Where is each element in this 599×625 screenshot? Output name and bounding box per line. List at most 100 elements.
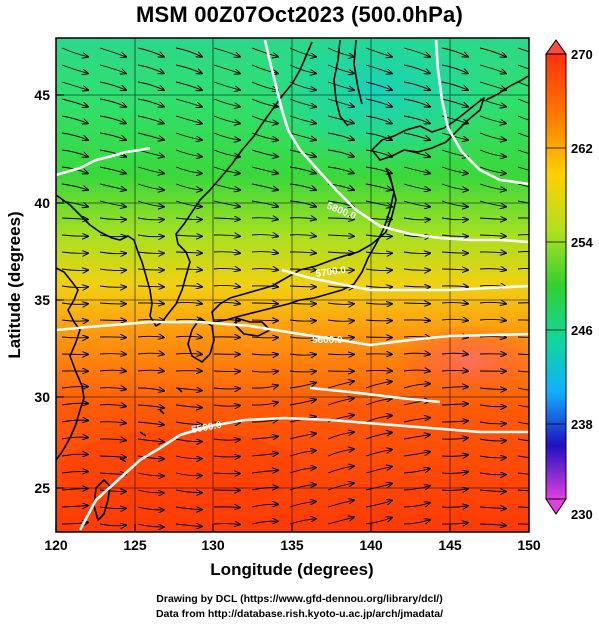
streamline bbox=[251, 183, 278, 190]
streamline bbox=[403, 370, 430, 371]
streamline bbox=[175, 200, 202, 207]
streamline bbox=[61, 252, 88, 253]
colorbar-max-triangle bbox=[545, 39, 567, 55]
streamline bbox=[99, 235, 126, 237]
colorbar-tick-label: 230 bbox=[571, 507, 593, 522]
streamline bbox=[365, 200, 392, 207]
y-tick-label: 45 bbox=[34, 87, 50, 103]
streamline bbox=[137, 336, 164, 337]
streamline bbox=[137, 81, 164, 90]
streamline bbox=[517, 166, 529, 171]
streamline bbox=[213, 285, 240, 286]
streamline bbox=[441, 438, 468, 439]
streamline bbox=[99, 200, 126, 207]
streamline bbox=[175, 166, 202, 173]
streamline bbox=[517, 251, 529, 253]
streamline bbox=[517, 234, 529, 236]
streamline bbox=[251, 371, 278, 372]
streamline bbox=[213, 183, 240, 190]
streamline bbox=[517, 421, 529, 425]
streamline bbox=[517, 489, 529, 492]
streamline bbox=[137, 132, 164, 140]
streamline bbox=[137, 98, 164, 107]
streamline bbox=[251, 149, 278, 157]
streamline bbox=[441, 47, 468, 57]
streamline bbox=[441, 200, 468, 207]
streamline bbox=[327, 115, 354, 123]
streamline bbox=[327, 132, 354, 140]
streamline bbox=[175, 371, 202, 372]
streamline bbox=[61, 522, 88, 524]
streamline bbox=[213, 524, 240, 525]
streamline bbox=[213, 388, 240, 389]
colorbar: 270 262 254 246 238 230 bbox=[545, 39, 593, 522]
streamline bbox=[251, 470, 278, 473]
streamline bbox=[441, 81, 468, 90]
streamline bbox=[403, 435, 430, 440]
streamline bbox=[251, 286, 278, 287]
streamline bbox=[441, 506, 468, 508]
streamline bbox=[99, 354, 126, 355]
streamline bbox=[213, 132, 240, 140]
streamline bbox=[441, 218, 468, 220]
streamline bbox=[175, 473, 202, 476]
streamline bbox=[327, 64, 354, 73]
streamline bbox=[365, 518, 392, 525]
streamline bbox=[403, 384, 430, 389]
streamline bbox=[61, 132, 88, 140]
streamline bbox=[479, 235, 506, 236]
streamline bbox=[327, 483, 354, 491]
streamline bbox=[327, 218, 354, 219]
streamline bbox=[99, 47, 126, 57]
streamline bbox=[137, 269, 164, 270]
streamline bbox=[175, 507, 202, 510]
streamline bbox=[137, 200, 164, 207]
streamline bbox=[479, 319, 506, 320]
streamline bbox=[175, 252, 202, 253]
streamline bbox=[175, 183, 202, 190]
streamline bbox=[479, 269, 506, 270]
streamline bbox=[99, 98, 126, 107]
streamline bbox=[175, 319, 202, 320]
streamline bbox=[479, 405, 506, 407]
streamline bbox=[479, 47, 506, 57]
streamline bbox=[251, 504, 278, 508]
streamline bbox=[441, 353, 468, 354]
streamline bbox=[213, 98, 240, 107]
streamline bbox=[99, 64, 126, 73]
graticule bbox=[56, 38, 529, 532]
streamline bbox=[99, 422, 126, 424]
streamline bbox=[61, 115, 88, 123]
x-tick-labels: 120 125 130 135 140 145 150 bbox=[44, 537, 541, 553]
streamline bbox=[251, 64, 278, 73]
x-tick-label: 120 bbox=[44, 537, 68, 553]
streamline bbox=[99, 370, 126, 371]
streamline bbox=[175, 132, 202, 140]
streamline bbox=[213, 81, 240, 90]
streamline bbox=[99, 166, 126, 173]
streamline bbox=[517, 404, 529, 408]
streamline bbox=[213, 371, 240, 372]
streamline bbox=[365, 81, 392, 90]
streamline bbox=[517, 115, 529, 121]
streamline bbox=[517, 438, 529, 442]
coastlines bbox=[56, 39, 529, 521]
streamline bbox=[61, 183, 88, 190]
streamline bbox=[403, 486, 430, 491]
streamline bbox=[403, 81, 430, 90]
streamline bbox=[365, 115, 392, 123]
streamline bbox=[175, 64, 202, 73]
streamline bbox=[137, 166, 164, 173]
streamline bbox=[213, 268, 240, 270]
streamline bbox=[365, 320, 392, 321]
streamline bbox=[137, 455, 164, 459]
streamline bbox=[365, 183, 392, 190]
streamline bbox=[99, 439, 126, 440]
streamline bbox=[61, 286, 88, 287]
streamline bbox=[175, 524, 202, 527]
streamline bbox=[251, 303, 278, 304]
streamline bbox=[61, 471, 88, 473]
streamline bbox=[403, 64, 430, 73]
streamline bbox=[327, 166, 354, 173]
streamline bbox=[403, 166, 430, 173]
